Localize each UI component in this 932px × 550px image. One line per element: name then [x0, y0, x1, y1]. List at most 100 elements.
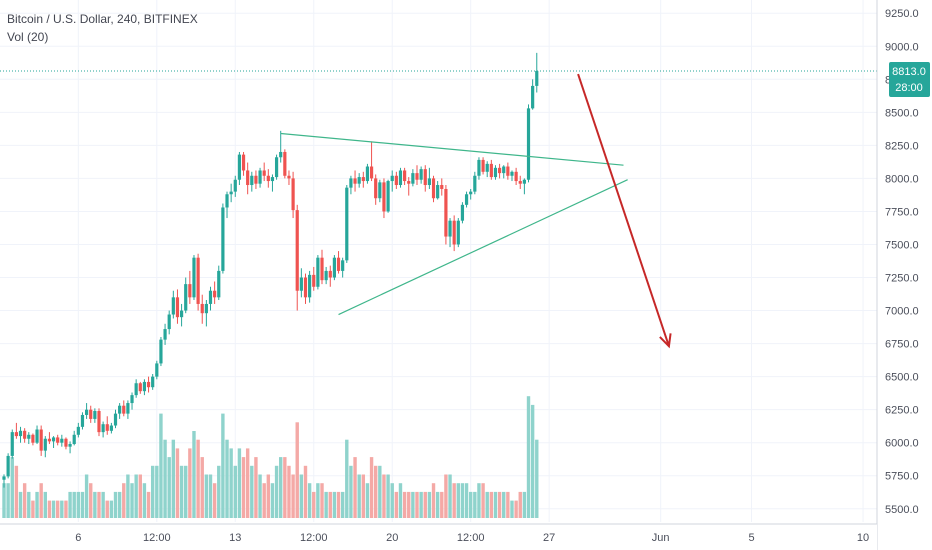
candle-body [341, 260, 345, 271]
volume-bar [510, 500, 514, 518]
candle-body [522, 179, 526, 184]
candle-body [526, 108, 531, 180]
volume-bar [307, 483, 312, 518]
candle-body [506, 166, 510, 176]
volume-bar [514, 500, 518, 518]
candle-body [43, 438, 47, 451]
candle-body [336, 257, 341, 271]
bar-countdown: 28:00 [895, 82, 923, 94]
volume-bar [250, 465, 254, 518]
price-tick-label: 6750.0 [885, 339, 919, 351]
volume-bar [522, 491, 527, 518]
candle-body [431, 178, 436, 199]
candle-body [184, 284, 188, 311]
volume-bar [431, 483, 436, 518]
time-tick-label: 20 [386, 532, 398, 544]
volume-bar [113, 491, 118, 518]
candle-body [510, 171, 514, 176]
volume-bar [60, 500, 64, 518]
volume-bar [353, 457, 357, 518]
volume-bar [241, 457, 246, 518]
volume-bar [386, 474, 390, 518]
candle-body [134, 383, 138, 396]
volume-bar [84, 474, 89, 518]
volume-bar [51, 500, 56, 518]
volume-bar [374, 465, 378, 518]
volume-bars [2, 396, 539, 518]
candle-body [291, 178, 295, 211]
candle-body [378, 182, 382, 199]
candle-body [320, 257, 324, 281]
candle-body [274, 157, 279, 178]
volume-bar [361, 474, 366, 518]
volume-bar [328, 491, 332, 518]
last-price-tag: 8813.0 28:00 [889, 61, 930, 97]
volume-bar [105, 500, 109, 518]
trend-arrow [577, 73, 670, 347]
candle-body [122, 405, 126, 414]
volume-bar [497, 491, 502, 518]
candle-body [85, 409, 89, 415]
time-tick-label: 12:00 [143, 532, 171, 544]
volume-bar [440, 491, 444, 518]
volume-bar [68, 491, 72, 518]
candle-body [299, 277, 303, 291]
price-tick-label: 9000.0 [885, 41, 919, 53]
candle-body [423, 169, 427, 186]
volume-bar [6, 483, 10, 518]
candle-body [179, 310, 184, 318]
symbol-title[interactable]: Bitcoin / U.S. Dollar, 240, BITFINEX [7, 12, 198, 26]
candle-body [489, 163, 493, 178]
candle-body [31, 434, 35, 443]
volume-bar [407, 491, 411, 518]
candle-body [369, 166, 374, 179]
chart-legend: Bitcoin / U.S. Dollar, 240, BITFINEX Vol… [7, 10, 198, 46]
volume-bar [427, 491, 432, 518]
candle-body [535, 70, 539, 86]
candle-body [469, 191, 473, 195]
candle-body [221, 207, 225, 271]
volume-bar [402, 491, 407, 518]
volume-bar [229, 448, 233, 518]
candle-body [217, 270, 221, 298]
volume-bar [225, 439, 229, 518]
candle-body [171, 297, 175, 315]
candle-body [109, 425, 113, 431]
volume-bar [237, 448, 242, 518]
volume-indicator-title[interactable]: Vol (20) [7, 30, 49, 44]
candle-body [332, 257, 336, 278]
volume-bar [221, 413, 225, 518]
candle-body [47, 438, 52, 442]
candle-body [60, 438, 64, 443]
candle-body [398, 170, 403, 186]
volume-bar [340, 491, 345, 518]
time-axis[interactable]: 6 12:00 13 12:00 20 12:00 27 Jun 5 10 [0, 523, 877, 550]
candle-body [403, 170, 407, 182]
volume-bar [212, 483, 217, 518]
candle-body [64, 438, 68, 447]
volume-bar [117, 491, 122, 518]
volume-bar [155, 465, 159, 518]
candle-body [10, 432, 14, 456]
volume-bar [332, 491, 337, 518]
candle-body [188, 284, 192, 298]
candle-body [485, 163, 489, 172]
candle-body [51, 437, 56, 442]
price-tick-label: 7750.0 [885, 206, 919, 218]
candle-body [14, 432, 18, 437]
candle-body [531, 85, 535, 109]
candle-body [175, 297, 180, 318]
last-price-value: 8813.0 [892, 66, 926, 78]
grid-lines [0, 0, 877, 522]
volume-bar [245, 448, 250, 518]
volume-bar [80, 491, 85, 518]
candle-body [427, 178, 431, 186]
time-tick-label: 12:00 [300, 532, 328, 544]
candle-body [225, 194, 229, 208]
candle-body [477, 159, 481, 176]
price-tick-label: 7000.0 [885, 306, 919, 318]
volume-bar [126, 474, 130, 518]
volume-bar [72, 491, 76, 518]
